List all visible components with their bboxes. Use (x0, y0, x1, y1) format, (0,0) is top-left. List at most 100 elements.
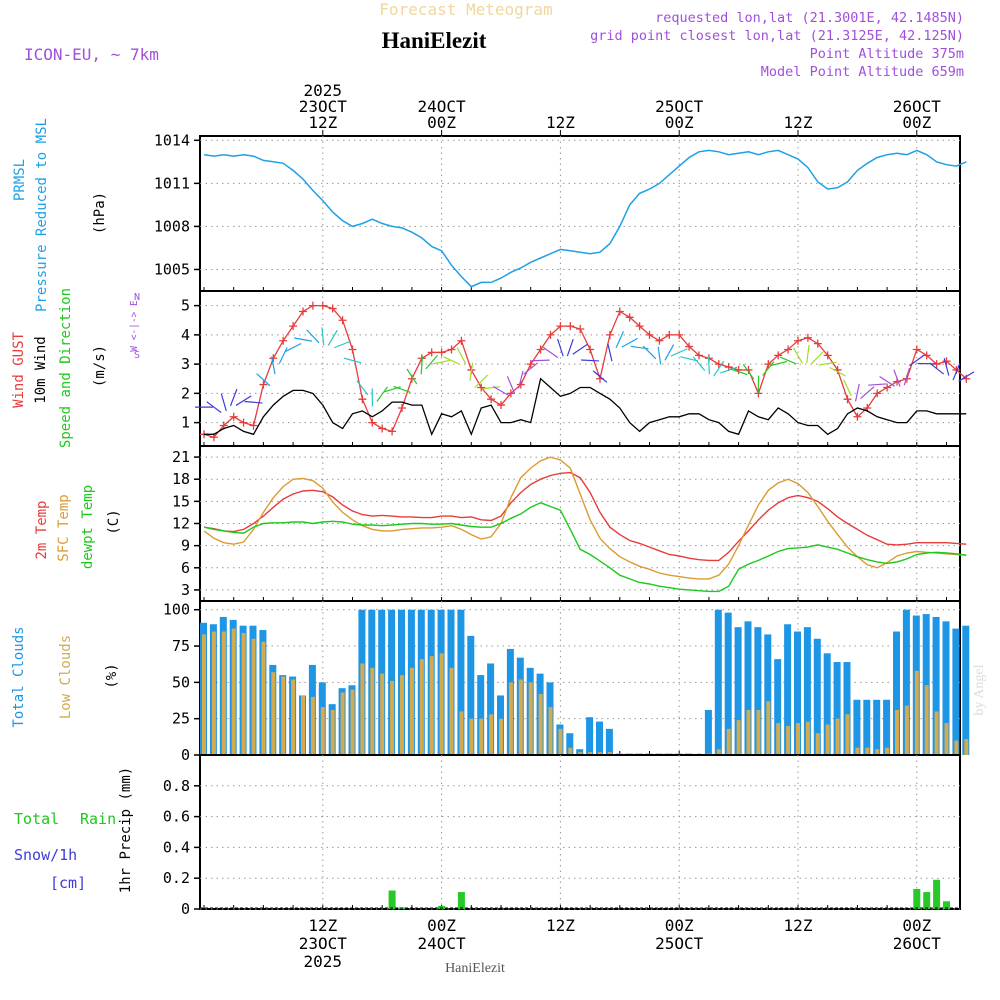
total-cloud-bar (566, 733, 574, 755)
wind-arrow (270, 356, 276, 375)
requested-coords: requested lon,lat (21.3001E, 42.1485N) (655, 10, 964, 26)
wind-arrow (792, 347, 804, 364)
wind-arrow (572, 343, 588, 355)
rain-bar (923, 892, 931, 909)
total-cloud-bar (843, 662, 851, 755)
wind-arrow (657, 346, 662, 365)
y-tick-label: 0.6 (163, 808, 190, 826)
wind-arrow (592, 370, 608, 383)
y-tick-label: 12 (172, 515, 190, 533)
rain-label: Rain (80, 810, 116, 828)
wind-label: 10m Wind (33, 336, 49, 403)
y-tick-label: 1005 (154, 260, 190, 278)
gust-marker (526, 360, 535, 369)
gust-marker (487, 395, 496, 404)
low-cloud-bar (429, 656, 434, 755)
low-cloud-bar (944, 723, 949, 755)
gust-marker (774, 351, 783, 360)
rain-bar (933, 879, 941, 909)
wind-arrow (425, 354, 439, 370)
gust-label: Wind GUST (11, 332, 27, 408)
low-cloud-bar (360, 663, 365, 755)
watermark: by Angel (972, 664, 987, 715)
low-cloud-bar (271, 672, 276, 755)
total-cloud-bar (893, 631, 900, 755)
wind-arrow (621, 337, 638, 348)
wind-arrow (321, 327, 325, 346)
gust-marker (477, 383, 486, 392)
low-cloud-bar (350, 689, 355, 755)
wind-arrow (356, 380, 369, 396)
gust-marker (645, 330, 654, 339)
gust-marker (615, 307, 624, 316)
gust-marker (734, 365, 743, 374)
gust-marker (695, 351, 703, 360)
rain-bar (913, 888, 921, 909)
gust-marker (586, 345, 595, 354)
gust-marker (625, 313, 634, 322)
low-cloud-bar (954, 740, 959, 755)
total-cloud-bar (952, 628, 960, 755)
low-cloud-bar (301, 695, 305, 755)
top-time-label: 24OCT (418, 97, 467, 116)
gust-marker (655, 336, 664, 345)
y-tick-label: 1 (181, 414, 190, 432)
rain-bar (388, 890, 396, 909)
y-tick-label: 25 (172, 710, 190, 728)
top-time-label: 00Z (902, 113, 931, 132)
low-cloud-bar (459, 711, 464, 755)
y-tick-label: 2 (181, 384, 190, 402)
temp2m-label: 2m Temp (34, 500, 50, 559)
wind-arrow (829, 366, 846, 377)
wind-arrow (432, 359, 451, 365)
gust-marker (794, 336, 802, 345)
low-cloud-bar (964, 739, 969, 755)
total-cloud-bar (932, 616, 940, 755)
gust-marker (883, 383, 892, 392)
wind-arrow (713, 360, 725, 377)
total-cloud-bar (596, 721, 603, 755)
gust-marker (843, 395, 852, 404)
total-cloud-bar (714, 609, 722, 755)
pressure-msl-label: Pressure Reduced to MSL (34, 118, 50, 312)
gust-marker (318, 301, 327, 310)
compass-n: N (134, 292, 140, 303)
y-tick-label: 3 (181, 581, 190, 599)
gust-marker (764, 360, 773, 369)
wind-arrow (811, 350, 825, 365)
y-tick-label: 4 (181, 326, 190, 344)
sfc-temp-label: SFC Temp (56, 494, 72, 561)
wind-arrow (531, 359, 550, 362)
low-cloud-bar (855, 747, 860, 755)
low-cloud-bar (419, 659, 424, 755)
total-cloud-bar (734, 627, 742, 755)
total-cloud-bar (794, 631, 801, 755)
compass-we: W <-|-> E (129, 300, 140, 352)
total-cloud-bar (724, 612, 732, 755)
low-cloud-bar (202, 634, 206, 755)
total-cloud-bar (586, 717, 594, 755)
low-cloud-bar (281, 676, 286, 755)
bottom-time-label: 12Z (308, 916, 337, 935)
pressure-unit: (hPa) (92, 192, 108, 234)
precip-labels: Total Rain Snow/1h [cm] 1hr Precip (mm) (14, 767, 134, 893)
wind-arrow (327, 329, 338, 346)
gust-marker (536, 345, 545, 354)
wind-arrow (376, 386, 388, 402)
gust-marker (942, 357, 951, 366)
gust-marker (912, 345, 921, 354)
low-cloud-bar (508, 682, 513, 755)
low-cloud-bar (904, 705, 909, 755)
total-cloud-bar (883, 699, 891, 755)
rain-bar (457, 892, 465, 909)
low-cloud-bar (914, 670, 919, 755)
gust-marker (368, 418, 377, 427)
low-cloud-bar (518, 679, 523, 755)
gust-marker (229, 412, 238, 421)
wind-arrow (557, 338, 564, 357)
y-tick-label: 6 (181, 559, 190, 577)
rain-bar (943, 901, 950, 909)
total-cloud-bar (704, 709, 712, 755)
temp2m-line (203, 471, 967, 562)
